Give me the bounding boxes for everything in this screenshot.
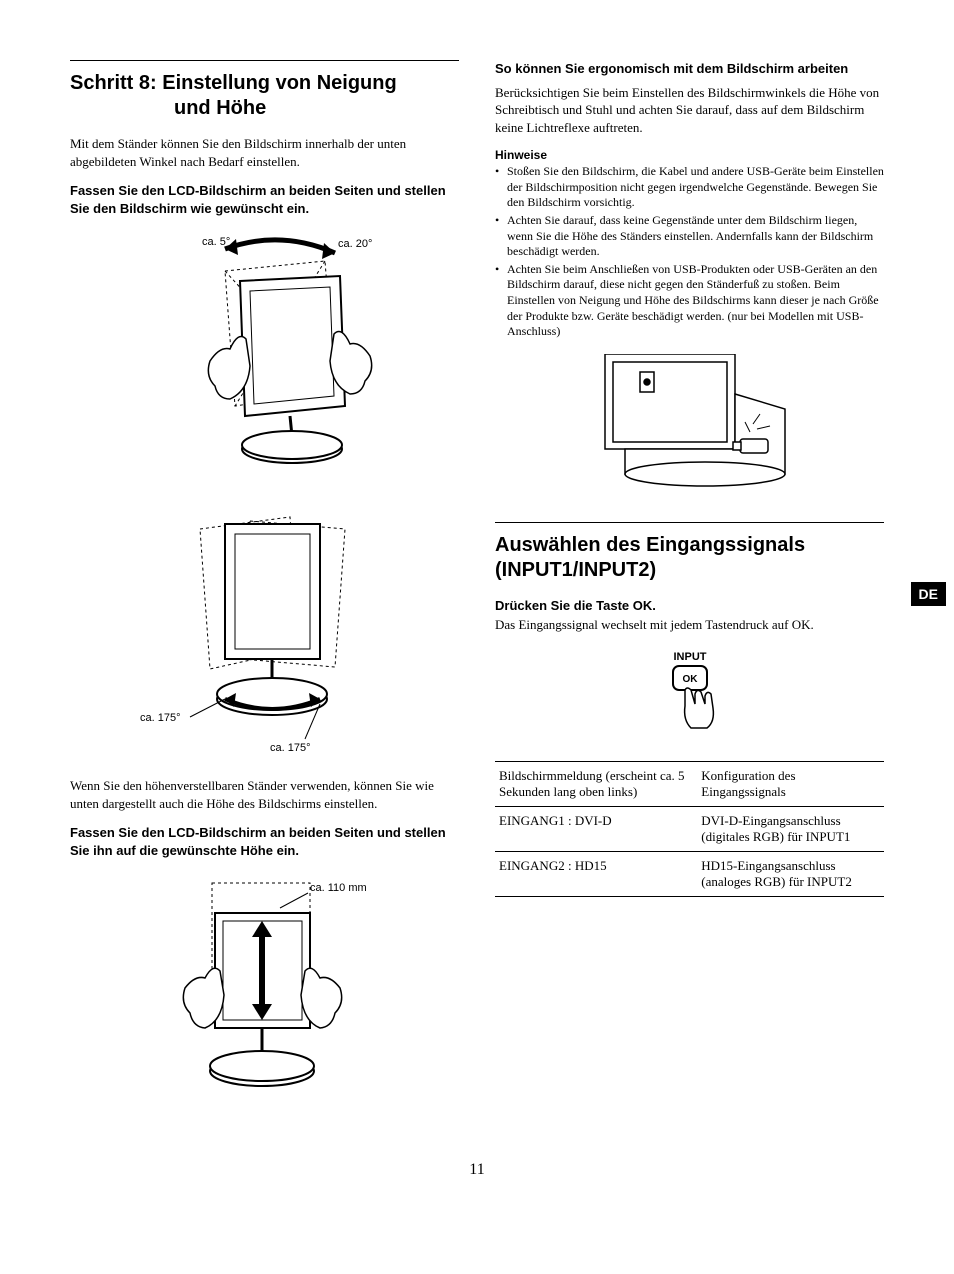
rear-usb-figure xyxy=(495,354,884,498)
tilt-fwd-label: ca. 20° xyxy=(338,238,372,250)
table-row: EINGANG1 : DVI-D DVI-D-Eingangsanschluss… xyxy=(495,806,884,851)
list-item: •Achten Sie darauf, dass keine Gegenstän… xyxy=(495,213,884,260)
page-number: 11 xyxy=(70,1161,884,1179)
right-column: So können Sie ergonomisch mit dem Bildsc… xyxy=(495,60,884,1121)
step8-intro: Mit dem Ständer können Sie den Bildschir… xyxy=(70,135,459,170)
table-row: EINGANG2 : HD15 HD15-Eingangsanschluss (… xyxy=(495,851,884,896)
row1-c1: EINGANG1 : DVI-D xyxy=(499,813,612,828)
instruction-1: Fassen Sie den LCD-Bildschirm an beiden … xyxy=(70,182,459,217)
height-label: ca. 110 mm xyxy=(310,882,367,894)
ok-button-figure: INPUT OK xyxy=(495,648,884,747)
ergo-paragraph: Berücksichtigen Sie beim Einstellen des … xyxy=(495,84,884,137)
step8-heading-line2: und Höhe xyxy=(70,96,459,121)
input-select-heading: Auswählen des Eingangssignals (INPUT1/IN… xyxy=(495,533,884,583)
language-tab: DE xyxy=(911,582,946,606)
hinweise-list: •Stoßen Sie den Bildschirm, die Kabel un… xyxy=(495,164,884,340)
list-item: •Stoßen Sie den Bildschirm, die Kabel un… xyxy=(495,164,884,211)
row2-c2: HD15-Eingangsanschluss (analoges RGB) fü… xyxy=(701,858,852,889)
height-note: Wenn Sie den höhenverstellbaren Ständer … xyxy=(70,777,459,812)
press-ok-heading: Drücken Sie die Taste OK. xyxy=(495,597,884,615)
ergo-heading: So können Sie ergonomisch mit dem Bildsc… xyxy=(495,60,884,78)
tilt-back-label: ca. 5° xyxy=(202,236,230,248)
list-item: •Achten Sie beim Anschließen von USB-Pro… xyxy=(495,262,884,340)
hinweis-3: Achten Sie beim Anschließen von USB-Prod… xyxy=(507,262,884,340)
input-label: INPUT xyxy=(673,651,706,663)
section-rule-2 xyxy=(495,522,884,523)
table-header-1: Bildschirmmeldung (erscheint ca. 5 Sekun… xyxy=(499,768,685,799)
step8-heading-line1: Schritt 8: Einstellung von Neigung xyxy=(70,72,397,94)
row1-c2: DVI-D-Eingangsanschluss (digitales RGB) … xyxy=(701,813,850,844)
height-figure: ca. 110 mm xyxy=(70,873,459,1107)
swivel-left-label: ca. 175° xyxy=(140,712,180,724)
ok-label: OK xyxy=(682,674,698,685)
table-header-2: Konfiguration des Eingangssignals xyxy=(701,768,795,799)
step8-heading: Schritt 8: Einstellung von Neigung und H… xyxy=(70,71,459,121)
hinweis-1: Stoßen Sie den Bildschirm, die Kabel und… xyxy=(507,164,884,211)
section-rule xyxy=(70,60,459,61)
signal-table: Bildschirmmeldung (erscheint ca. 5 Sekun… xyxy=(495,761,884,897)
left-column: Schritt 8: Einstellung von Neigung und H… xyxy=(70,60,459,1121)
hinweise-title: Hinweise xyxy=(495,148,884,162)
swivel-right-label: ca. 175° xyxy=(270,742,310,754)
instruction-2: Fassen Sie den LCD-Bildschirm an beiden … xyxy=(70,824,459,859)
hinweis-2: Achten Sie darauf, dass keine Gegenständ… xyxy=(507,213,884,260)
press-ok-paragraph: Das Eingangssignal wechselt mit jedem Ta… xyxy=(495,616,884,634)
tilt-figure: ca. 5° ca. 20° xyxy=(70,231,459,485)
swivel-figure: ca. 175° ca. 175° xyxy=(70,499,459,763)
row2-c1: EINGANG2 : HD15 xyxy=(499,858,607,873)
